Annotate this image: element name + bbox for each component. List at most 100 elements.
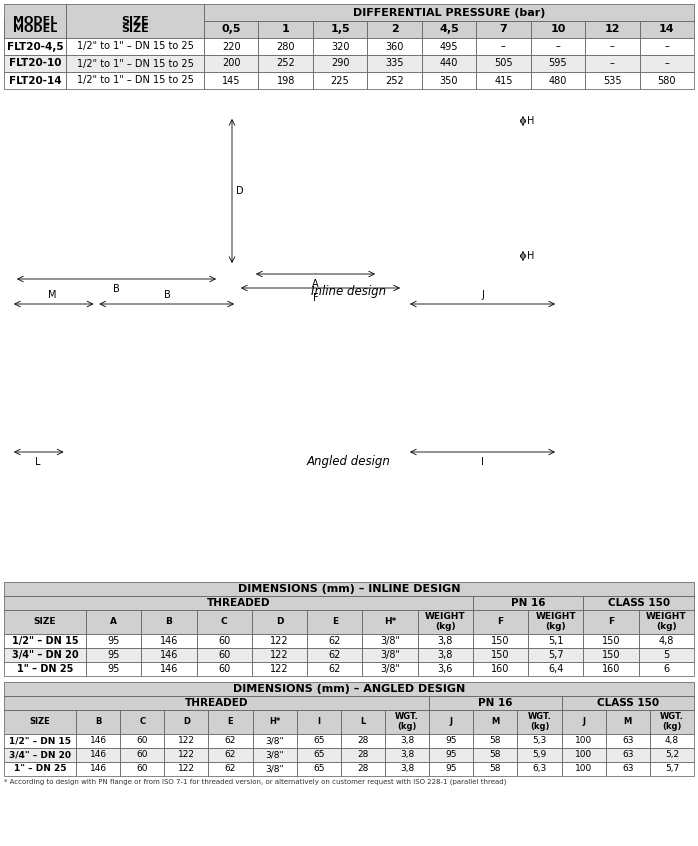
Bar: [562, 761, 606, 776]
Text: 4,8: 4,8: [659, 636, 674, 645]
Text: C: C: [221, 618, 228, 626]
Bar: [473, 610, 528, 634]
Text: J: J: [450, 717, 453, 726]
Text: 28: 28: [357, 736, 369, 745]
Text: 146: 146: [89, 764, 107, 773]
Text: B: B: [164, 290, 171, 300]
Bar: [76, 710, 120, 733]
Text: WGT.
(kg): WGT. (kg): [660, 712, 684, 731]
Bar: [4, 682, 694, 695]
Bar: [385, 733, 429, 748]
Bar: [86, 662, 141, 676]
Text: 100: 100: [575, 736, 593, 745]
Bar: [517, 761, 562, 776]
Bar: [650, 733, 694, 748]
Bar: [367, 21, 422, 38]
Text: 60: 60: [137, 750, 148, 759]
Bar: [422, 38, 476, 55]
Text: 60: 60: [218, 650, 230, 660]
Text: 58: 58: [489, 750, 501, 759]
Bar: [141, 648, 197, 662]
Bar: [297, 748, 341, 761]
Text: 60: 60: [137, 764, 148, 773]
Text: 95: 95: [107, 664, 120, 673]
Bar: [639, 72, 694, 89]
Text: 535: 535: [603, 75, 622, 85]
Bar: [429, 761, 473, 776]
Text: 2: 2: [391, 25, 399, 35]
Text: WEIGHT
(kg): WEIGHT (kg): [535, 613, 576, 631]
Bar: [204, 55, 258, 72]
Text: 3/8": 3/8": [265, 764, 284, 773]
Text: 60: 60: [218, 636, 230, 645]
Bar: [204, 21, 258, 38]
Bar: [141, 662, 197, 676]
Text: WEIGHT
(kg): WEIGHT (kg): [646, 613, 687, 631]
Text: 3/8": 3/8": [265, 736, 284, 745]
Bar: [313, 38, 367, 55]
Bar: [476, 72, 530, 89]
Text: D: D: [183, 717, 190, 726]
Text: 62: 62: [225, 764, 236, 773]
Bar: [164, 733, 209, 748]
Text: 100: 100: [575, 764, 593, 773]
Text: 1/2" – DN 15: 1/2" – DN 15: [9, 736, 71, 745]
Bar: [204, 72, 258, 89]
Text: * According to design with PN flange or from ISO 7-1 for threaded version, or al: * According to design with PN flange or …: [4, 778, 506, 785]
Bar: [473, 761, 517, 776]
Bar: [258, 21, 313, 38]
Text: H: H: [527, 116, 535, 126]
Text: 62: 62: [225, 750, 236, 759]
Text: 5,9: 5,9: [533, 750, 547, 759]
Text: M: M: [48, 290, 57, 300]
Text: H: H: [527, 251, 535, 261]
Bar: [197, 662, 252, 676]
Text: 150: 150: [602, 636, 621, 645]
Bar: [562, 748, 606, 761]
Text: 480: 480: [549, 75, 567, 85]
Bar: [307, 610, 362, 634]
Text: 1,5: 1,5: [330, 25, 350, 35]
Bar: [639, 610, 694, 634]
Text: 60: 60: [137, 736, 148, 745]
Bar: [606, 733, 650, 748]
Bar: [4, 648, 86, 662]
Bar: [120, 761, 164, 776]
Text: 62: 62: [329, 664, 341, 673]
Bar: [253, 748, 297, 761]
Text: 160: 160: [602, 664, 621, 673]
Bar: [362, 634, 417, 648]
Text: 122: 122: [270, 636, 289, 645]
Text: 495: 495: [440, 41, 459, 52]
Bar: [4, 4, 66, 38]
Text: –: –: [664, 41, 669, 52]
Text: B: B: [113, 284, 120, 294]
Bar: [209, 710, 253, 733]
Text: D: D: [236, 186, 244, 196]
Bar: [476, 21, 530, 38]
Bar: [429, 733, 473, 748]
Text: 0,5: 0,5: [221, 25, 241, 35]
Bar: [66, 72, 204, 89]
Text: 7: 7: [500, 25, 507, 35]
Text: B: B: [165, 618, 172, 626]
Text: –: –: [556, 41, 560, 52]
Text: 63: 63: [622, 764, 634, 773]
Bar: [341, 761, 385, 776]
Text: THREADED: THREADED: [185, 698, 248, 708]
Bar: [4, 582, 694, 596]
Bar: [209, 733, 253, 748]
Text: 1/2" – DN 15: 1/2" – DN 15: [12, 636, 78, 645]
Bar: [584, 648, 639, 662]
Text: SIZE: SIZE: [34, 618, 57, 626]
Text: Angled design: Angled design: [307, 454, 391, 468]
Bar: [76, 748, 120, 761]
Bar: [4, 610, 86, 634]
Text: 5,7: 5,7: [548, 650, 563, 660]
Text: 122: 122: [178, 764, 195, 773]
Text: FLT20-4,5: FLT20-4,5: [7, 41, 64, 52]
Bar: [313, 55, 367, 72]
Text: 5,3: 5,3: [533, 736, 547, 745]
Bar: [307, 648, 362, 662]
Bar: [313, 21, 367, 38]
